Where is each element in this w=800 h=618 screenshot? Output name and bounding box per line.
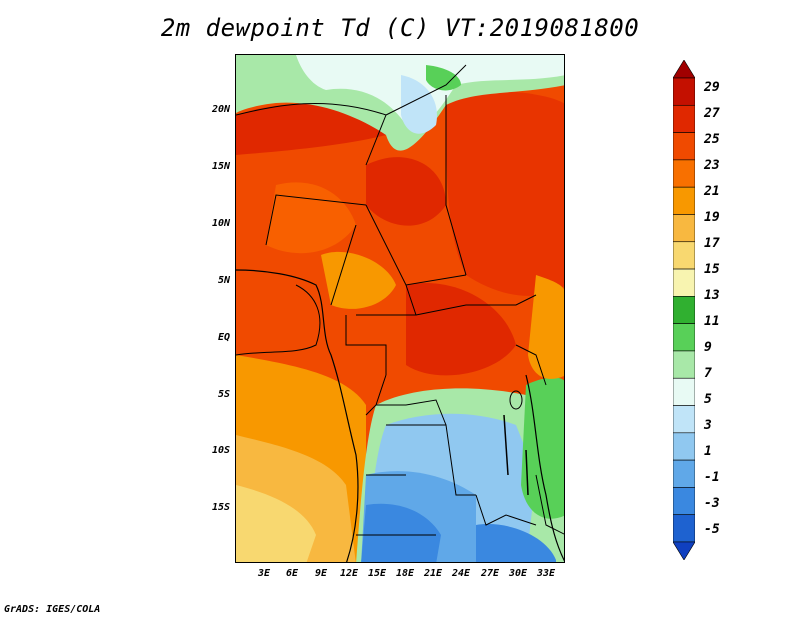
colorbar-swatch (673, 487, 695, 516)
lon-label-27e: 27E (480, 568, 500, 579)
lat-label-5s: 5S (217, 389, 230, 400)
field-sahara-green-patch (426, 65, 461, 91)
lon-label-3e: 3E (257, 568, 271, 579)
field-sahara-pale (296, 55, 564, 128)
lon-label-12e: 12E (339, 568, 359, 579)
colorbar-label: -3 (704, 496, 720, 511)
lon-label-21e: 21E (423, 568, 443, 579)
field-east-green (521, 377, 564, 519)
colorbar-label: 11 (704, 314, 720, 329)
colorbar-swatch (673, 186, 695, 215)
lon-label-24e: 24E (451, 568, 471, 579)
colorbar-swatch (673, 377, 695, 406)
field-east-orange (528, 275, 564, 379)
field-sahara-blue (401, 75, 437, 134)
colorbar-swatch (673, 268, 695, 297)
colorbar-swatch (673, 296, 695, 324)
colorbar-swatch (673, 459, 695, 488)
lon-label-18e: 18E (395, 568, 415, 579)
lon-label-15e: 15E (367, 568, 387, 579)
lon-label-6e: 6E (285, 568, 299, 579)
field-red-central (366, 157, 446, 226)
map-title: 2m dewpoint Td (C) VT:2019081800 (160, 14, 640, 42)
field-southeast-blue (476, 524, 556, 562)
grads-credit: GrADS: IGES/COLA (4, 604, 101, 615)
field-yellow-namibia (236, 485, 316, 562)
lon-label-9e: 9E (314, 568, 328, 579)
colorbar (673, 60, 695, 560)
colorbar-label: 5 (704, 392, 712, 407)
colorbar-swatch (673, 432, 695, 461)
lake-victoria (509, 390, 523, 410)
colorbar-label: 13 (704, 288, 720, 303)
colorbar-label: 17 (704, 236, 720, 251)
lat-label-10s: 10S (211, 445, 230, 456)
colorbar-swatch (673, 159, 695, 188)
lat-label-15s: 15S (211, 502, 230, 513)
country-borders (236, 64, 564, 536)
dewpoint-field (236, 55, 564, 562)
field-red-west (236, 103, 386, 155)
field-red-congo (406, 283, 516, 376)
lon-label-33e: 33E (536, 568, 556, 579)
lat-label-10n: 10N (211, 218, 230, 229)
colorbar-label: 23 (704, 158, 720, 173)
field-south-darkblue (361, 503, 441, 562)
colorbar-label: 3 (704, 418, 712, 433)
colorbar-swatch (673, 132, 695, 161)
colorbar-label: 7 (704, 366, 712, 381)
lon-label-30e: 30E (508, 568, 528, 579)
field-red-east (446, 90, 564, 296)
colorbar-swatch (673, 514, 695, 543)
lake-tanganyika (503, 414, 509, 476)
lat-label-eq: EQ (217, 332, 230, 343)
colorbar-top-arrow (673, 60, 695, 79)
colorbar-label: 21 (704, 184, 720, 199)
colorbar-label: 9 (704, 340, 712, 355)
colorbar-label: 15 (704, 262, 720, 277)
field-orange-cameroon (321, 251, 396, 309)
colorbar-swatch (673, 104, 695, 133)
colorbar-label: -1 (704, 470, 720, 485)
lat-label-5n: 5N (217, 275, 230, 286)
colorbar-label: -5 (704, 522, 720, 537)
colorbar-swatch (673, 405, 695, 434)
lat-label-15n: 15N (211, 161, 230, 172)
coastline-east (525, 374, 564, 562)
colorbar-label: 25 (704, 132, 720, 147)
dewpoint-map (235, 54, 565, 563)
colorbar-swatch (673, 350, 695, 379)
colorbar-label: 29 (704, 80, 720, 95)
colorbar-swatch (673, 241, 695, 270)
colorbar-label: 19 (704, 210, 720, 225)
coastline-west (236, 269, 359, 562)
colorbar-swatch (673, 323, 695, 352)
colorbar-bottom-arrow (673, 541, 695, 560)
colorbar-swatch (673, 214, 695, 243)
colorbar-swatch (673, 77, 695, 106)
field-orange-nigeria (266, 182, 356, 254)
colorbar-label: 27 (704, 106, 720, 121)
lat-label-20n: 20N (211, 104, 230, 115)
lake-malawi (525, 449, 529, 496)
colorbar-label: 1 (704, 444, 712, 459)
